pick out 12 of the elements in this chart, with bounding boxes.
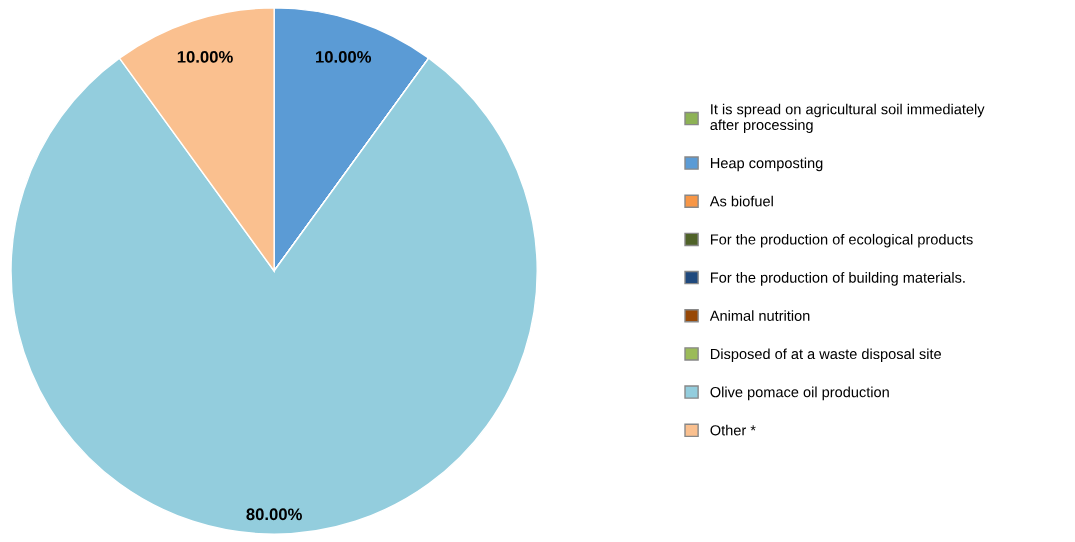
legend-label: For the production of building materials. — [710, 272, 965, 286]
legend-label: Disposed of at a waste disposal site — [710, 348, 941, 362]
legend-label: As biofuel — [709, 195, 773, 207]
data-label: 80.00% — [246, 508, 302, 521]
legend-label: Olive pomace oil production — [710, 386, 889, 401]
data-label: 10.00% — [316, 50, 372, 63]
data-label: 10.00% — [177, 50, 233, 63]
legend-label: For the production of ecological products — [710, 233, 973, 248]
legend-label: It is spread on agricultural soil immediately after processing — [710, 103, 985, 133]
legend-label: Heap composting — [710, 157, 823, 172]
legend-label: Other * — [710, 424, 756, 436]
legend-label: Animal nutrition — [709, 310, 810, 321]
